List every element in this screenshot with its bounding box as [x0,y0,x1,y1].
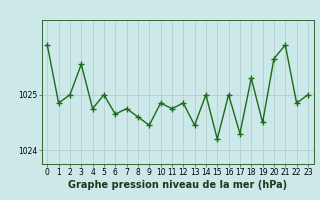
X-axis label: Graphe pression niveau de la mer (hPa): Graphe pression niveau de la mer (hPa) [68,180,287,190]
